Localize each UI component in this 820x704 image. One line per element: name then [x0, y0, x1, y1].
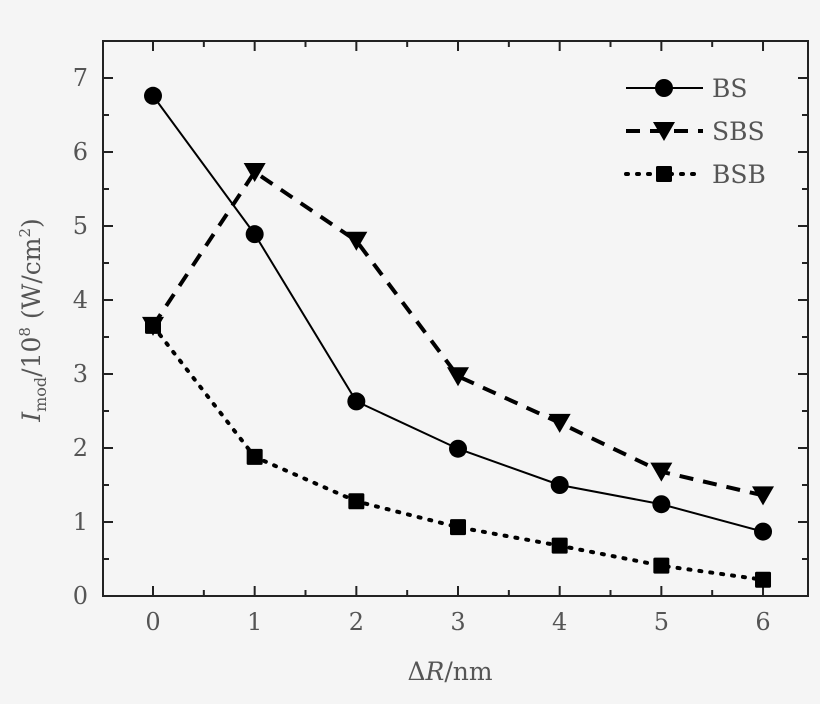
- x-tick-label: 6: [755, 608, 770, 636]
- series-sbs: [142, 162, 775, 506]
- y-tick-label: 6: [73, 138, 88, 166]
- legend-label: SBS: [712, 117, 765, 146]
- legend-item-bs: BS: [626, 74, 748, 103]
- y-tick-label: 2: [73, 434, 88, 462]
- axis-ticks: [103, 40, 808, 597]
- x-tick-label: 1: [247, 608, 262, 636]
- x-tick-label: 5: [654, 608, 669, 636]
- y-tick-label: 4: [73, 286, 88, 314]
- x-tick-label: 4: [552, 608, 567, 636]
- y-tick-label: 7: [73, 64, 88, 92]
- legend-label: BSB: [712, 160, 766, 189]
- legend-item-bsb: BSB: [624, 160, 766, 189]
- y-tick-label: 3: [73, 360, 88, 388]
- y-tick-label: 1: [73, 508, 88, 536]
- y-tick-label: 5: [73, 212, 88, 240]
- y-tick-label: 0: [73, 582, 88, 610]
- x-tick-label: 2: [349, 608, 364, 636]
- data-series: [142, 86, 775, 588]
- legend-item-sbs: SBS: [626, 117, 765, 146]
- x-tick-label: 3: [450, 608, 465, 636]
- legend-label: BS: [712, 74, 748, 103]
- plot-frame: [102, 40, 809, 597]
- legend: BS SBS BSB: [624, 74, 766, 189]
- y-axis-label: Imod/108 (W/cm2): [16, 218, 50, 423]
- series-bs: [144, 86, 773, 541]
- series-bsb: [145, 317, 772, 588]
- tick-labels: 0 1 2 3 4 5 6 0 1 2 3 4 5 6 7: [73, 64, 771, 636]
- x-tick-label: 0: [145, 608, 160, 636]
- x-axis-label: ΔR/nm: [407, 657, 492, 686]
